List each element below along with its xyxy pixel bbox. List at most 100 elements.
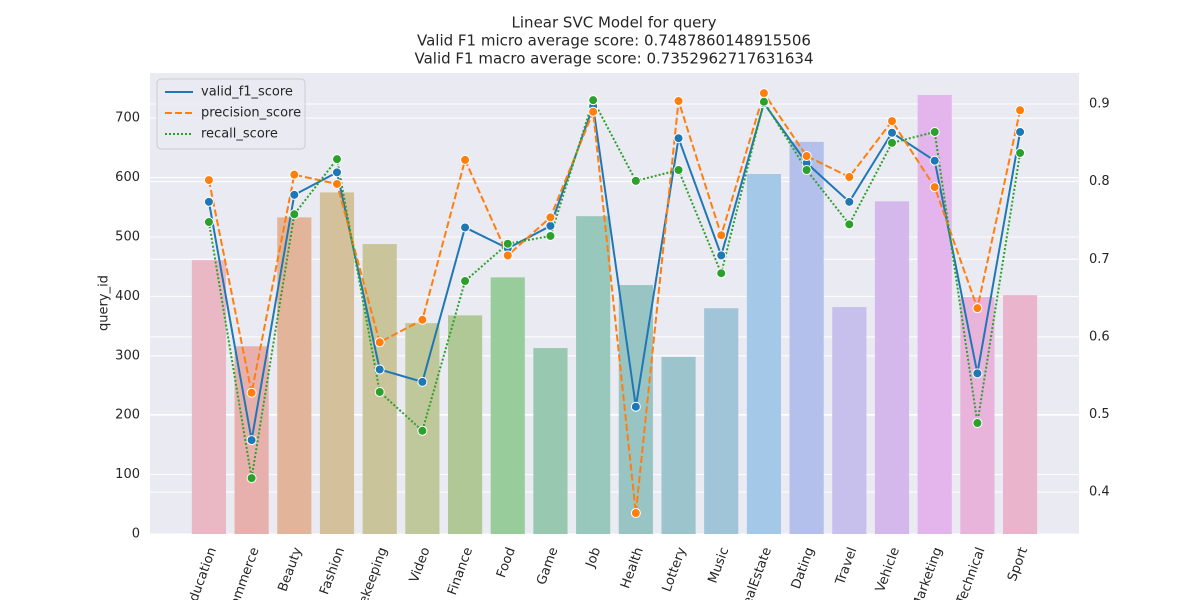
marker (630, 175, 641, 186)
marker (758, 88, 769, 99)
marker (630, 508, 641, 519)
marker (716, 230, 727, 241)
marker (246, 473, 257, 484)
x-tick-label: Technical (954, 545, 989, 600)
bar (704, 308, 739, 534)
bar (661, 356, 696, 534)
y2-tick-label: 0.4 (1089, 485, 1110, 500)
marker (1015, 105, 1026, 116)
bar (960, 296, 995, 534)
x-tick-label: Dating (789, 545, 818, 591)
marker (929, 182, 940, 193)
bar (277, 217, 312, 534)
marker (972, 418, 983, 429)
series-line (207, 100, 1022, 441)
y2-tick-label: 0.9 (1089, 97, 1110, 112)
legend-label: precision_score (201, 106, 301, 121)
marker (417, 314, 428, 325)
y-tick-label: 500 (115, 229, 140, 244)
bar (746, 173, 782, 535)
marker (929, 155, 940, 166)
x-tick-label: Music (706, 545, 733, 585)
bar (832, 307, 867, 534)
marker (374, 386, 385, 397)
legend-box (156, 78, 306, 150)
x-tick-label: Game (534, 545, 561, 586)
y2-tick-label: 0.6 (1089, 329, 1110, 344)
x-tick-label: Marketing (909, 545, 945, 600)
marker (972, 303, 983, 314)
marker (801, 151, 812, 162)
x-tick-label: RealEstate (737, 545, 775, 600)
marker (588, 95, 599, 106)
marker (331, 154, 342, 165)
marker (246, 435, 257, 446)
y-axis-label: query_id (97, 275, 112, 331)
marker (246, 387, 257, 398)
marker (417, 376, 428, 387)
marker (502, 238, 513, 249)
marker (588, 106, 599, 117)
y-tick-label: 100 (115, 467, 140, 482)
bar (490, 277, 525, 534)
marker (545, 212, 556, 223)
marker (673, 165, 684, 176)
marker (289, 209, 300, 220)
x-tick-label: Education (184, 545, 220, 600)
bar (1003, 295, 1038, 534)
marker (844, 219, 855, 230)
marker (203, 217, 214, 228)
chart-subtitle: Valid F1 micro average score: 0.74878601… (417, 32, 811, 50)
y2-tick-label: 0.8 (1089, 174, 1110, 189)
legend-label: valid_f1_score (201, 85, 293, 100)
y2-tick-label: 0.7 (1089, 252, 1110, 267)
x-tick-label: Fashion (317, 545, 348, 596)
bar (319, 192, 355, 534)
marker (545, 220, 556, 231)
marker (630, 401, 641, 412)
x-tick-label: Lottery (660, 545, 690, 594)
x-tick-label: Ecommerce (222, 545, 262, 600)
marker (716, 268, 727, 279)
y-tick-label: 600 (115, 170, 140, 185)
bar (533, 348, 568, 534)
marker (460, 222, 471, 233)
series-line (207, 97, 1022, 479)
y-tick-label: 400 (115, 289, 140, 304)
marker (289, 189, 300, 200)
marker (460, 154, 471, 165)
marker (929, 126, 940, 137)
marker (331, 167, 342, 178)
marker (417, 425, 428, 436)
x-tick-label: Travel (833, 545, 861, 587)
marker (844, 171, 855, 182)
marker (331, 178, 342, 189)
marker (673, 95, 684, 106)
series-line (207, 90, 1022, 514)
x-tick-label: Vehicle (873, 545, 903, 594)
x-tick-label: Beauty (276, 545, 306, 594)
bar (576, 216, 611, 534)
marker (1015, 126, 1026, 137)
marker (844, 196, 855, 207)
y-tick-label: 0 (132, 527, 140, 542)
marker (887, 137, 898, 148)
bar (789, 141, 824, 535)
marker (716, 250, 727, 261)
marker (887, 127, 898, 138)
x-tick-label: Housekeeping (345, 545, 391, 600)
x-tick-label: Sport (1005, 545, 1031, 583)
x-tick-label: Food (494, 545, 519, 579)
marker (972, 368, 983, 379)
y-tick-label: 200 (115, 408, 140, 423)
marker (374, 337, 385, 348)
y-tick-label: 300 (115, 348, 140, 363)
chart-title: Linear SVC Model for query (512, 14, 717, 32)
marker (801, 165, 812, 176)
marker (758, 96, 769, 107)
marker (545, 230, 556, 241)
chart-subtitle: Valid F1 macro average score: 0.73529627… (415, 50, 814, 68)
marker (1015, 147, 1026, 158)
x-tick-label: Finance (445, 545, 476, 597)
